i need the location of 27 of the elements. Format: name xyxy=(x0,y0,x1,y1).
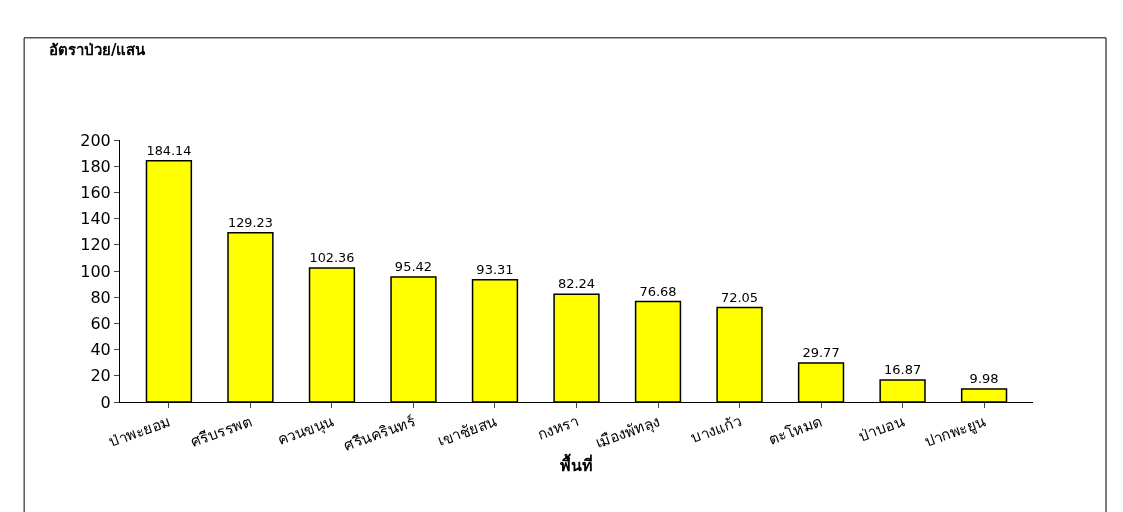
data-label: 129.23 xyxy=(228,214,273,230)
y-tick-label: 40 xyxy=(90,340,111,360)
y-tick-label: 180 xyxy=(80,156,111,176)
x-tick-label: กงหรา xyxy=(534,412,581,444)
data-label: 72.05 xyxy=(720,289,759,305)
data-label: 9.98 xyxy=(969,370,999,386)
y-tick-label: 200 xyxy=(80,130,111,150)
data-label: 102.36 xyxy=(309,249,355,265)
x-tick-label: บางแก้ว xyxy=(688,412,744,448)
y-tick-label: 160 xyxy=(80,183,111,202)
data-label: 184.14 xyxy=(146,142,192,158)
y-tick-label: 140 xyxy=(80,209,111,229)
y-axis-title: อัตราป่วย/แสน xyxy=(49,41,147,59)
y-tick-label: 20 xyxy=(90,366,111,386)
x-axis-title: พื้นที่ xyxy=(560,453,593,476)
x-tick-label: ป่าบอน xyxy=(856,412,907,446)
data-label: 95.42 xyxy=(394,259,433,274)
y-tick-label: 60 xyxy=(90,314,111,333)
data-label: 29.77 xyxy=(802,345,840,360)
y-tick-label: 120 xyxy=(80,235,111,255)
data-label: 93.31 xyxy=(476,261,514,277)
data-label: 82.24 xyxy=(557,276,596,292)
data-label: 16.87 xyxy=(883,361,922,377)
y-tick-label: 100 xyxy=(80,261,111,281)
y-tick-label: 80 xyxy=(90,287,111,307)
y-tick-label: 0 xyxy=(100,392,111,412)
data-label: 76.68 xyxy=(639,283,677,299)
